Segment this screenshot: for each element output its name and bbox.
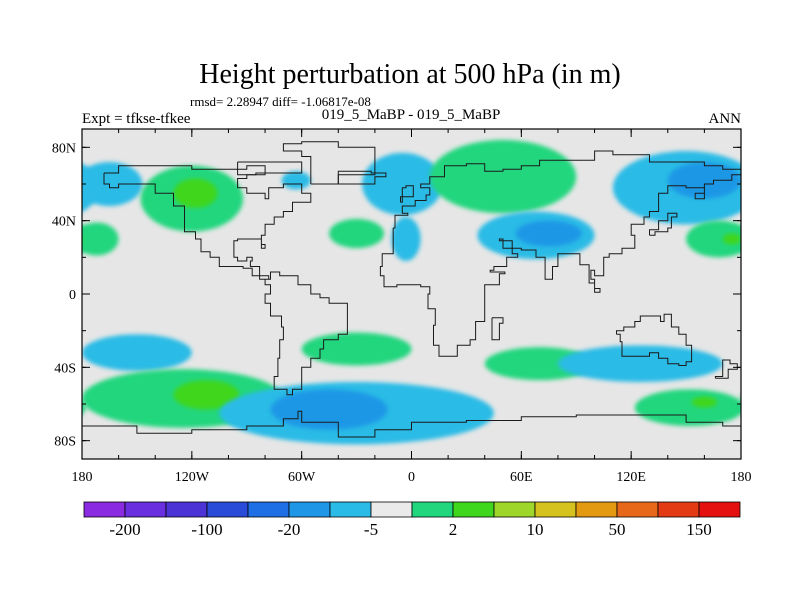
coastline-6 bbox=[491, 317, 504, 341]
colorbar-box-5 bbox=[288, 501, 331, 518]
anomaly-region-pos-20 bbox=[301, 332, 412, 366]
colorbar-box-11 bbox=[534, 501, 577, 518]
colorbar-box-2 bbox=[165, 501, 208, 518]
anomaly-region-pos-14 bbox=[722, 233, 741, 245]
anomaly-region-pos-3 bbox=[82, 222, 119, 256]
colorbar-box-13 bbox=[616, 501, 659, 518]
colorbar-label-3: -5 bbox=[364, 520, 378, 539]
anomaly-region-neg-4 bbox=[281, 171, 311, 190]
anomaly-region-neg-10 bbox=[515, 220, 582, 247]
colorbar-box-10 bbox=[493, 501, 536, 518]
x-tick-label-5: 120E bbox=[616, 470, 646, 485]
anomaly-region-neg-19 bbox=[270, 389, 388, 430]
anomaly-region-wrap-11 bbox=[82, 163, 101, 212]
x-tick-label-1: 120W bbox=[175, 470, 210, 485]
coastlines bbox=[82, 141, 741, 438]
y-tick-label-2: 0 bbox=[69, 288, 76, 303]
coastline-10 bbox=[237, 161, 303, 176]
colorbar-box-1 bbox=[124, 501, 167, 518]
anomaly-region-neg-22 bbox=[557, 345, 723, 382]
left-label: Expt = tfkse-tfkee bbox=[82, 111, 191, 127]
right-label: ANN bbox=[709, 111, 742, 127]
y-tick-label-3: 40S bbox=[54, 361, 76, 376]
map-area bbox=[64, 128, 800, 460]
anomaly-region-neg-15 bbox=[82, 334, 192, 371]
y-tick-label-0: 80N bbox=[52, 141, 76, 156]
anomaly-region-wrap-13 bbox=[82, 225, 93, 253]
colorbar-box-4 bbox=[247, 501, 290, 518]
anomaly-region-pos-13 bbox=[686, 220, 741, 258]
anomaly-region-pos-5 bbox=[329, 218, 385, 249]
colorbar-label-1: -100 bbox=[191, 520, 222, 539]
coastline-4 bbox=[82, 410, 741, 438]
anomaly-region-pos-24 bbox=[691, 396, 718, 408]
y-tick-label-1: 40N bbox=[52, 215, 76, 230]
coastline-0 bbox=[103, 165, 348, 396]
coastline-8 bbox=[714, 359, 738, 379]
colorbar: -200 -100 -20 -5 2 10 50 150 bbox=[83, 501, 741, 539]
coastline-2 bbox=[379, 150, 741, 357]
coastline-5 bbox=[400, 185, 414, 203]
y-tick-label-4: 80S bbox=[54, 435, 76, 450]
colorbar-label-5: 10 bbox=[527, 520, 544, 539]
colorbar-box-8 bbox=[411, 501, 454, 518]
chart-title: Height perturbation at 500 hPa (in m) bbox=[199, 59, 620, 90]
anomaly-region-pos-17 bbox=[173, 380, 240, 410]
colorbar-box-6 bbox=[329, 501, 372, 518]
colorbar-label-6: 50 bbox=[609, 520, 626, 539]
colorbar-label-0: -200 bbox=[109, 520, 140, 539]
coastline-7 bbox=[649, 212, 678, 236]
axes: 180 120W 60W 0 60E 120E 180 80N 40N 0 40S 80S bbox=[52, 129, 752, 485]
coastline-9 bbox=[337, 170, 387, 185]
anomaly-region-wrap-16 bbox=[741, 369, 800, 428]
subtitle: 019_5_MaBP - 019_5_MaBP bbox=[322, 107, 501, 123]
colorbar-label-7: 150 bbox=[686, 520, 712, 539]
anomaly-region-pos-2 bbox=[173, 178, 218, 208]
x-tick-label-4: 60E bbox=[510, 470, 533, 485]
stats-line: rmsd= 2.28947 diff= -1.06817e-08 bbox=[190, 94, 371, 109]
anomaly-region-neg-7 bbox=[391, 217, 421, 261]
x-tick-label-2: 60W bbox=[288, 470, 316, 485]
colorbar-box-12 bbox=[575, 501, 618, 518]
colorbar-box-9 bbox=[452, 501, 495, 518]
x-tick-label-6: 180 bbox=[731, 470, 752, 485]
colorbar-box-15 bbox=[698, 501, 741, 518]
anomaly-region-wrap-23 bbox=[82, 401, 86, 415]
anomaly-region-neg-6 bbox=[362, 152, 443, 216]
colorbar-label-2: -20 bbox=[278, 520, 301, 539]
anomaly-field bbox=[64, 140, 800, 445]
x-tick-label-3: 0 bbox=[408, 470, 415, 485]
x-tick-label-0: 180 bbox=[72, 470, 93, 485]
anomaly-region-neg-12 bbox=[667, 162, 741, 199]
anomaly-region-pos-8 bbox=[429, 140, 577, 214]
colorbar-box-0 bbox=[83, 501, 126, 518]
colorbar-box-3 bbox=[206, 501, 249, 518]
colorbar-box-7 bbox=[370, 501, 413, 518]
anomaly-region-wrap-0 bbox=[735, 171, 741, 197]
coastline-3 bbox=[616, 313, 693, 366]
colorbar-box-14 bbox=[657, 501, 700, 518]
anomaly-region-pos-23 bbox=[634, 389, 741, 426]
anomaly-region-wrap-14 bbox=[64, 234, 82, 245]
colorbar-label-4: 2 bbox=[449, 520, 458, 539]
